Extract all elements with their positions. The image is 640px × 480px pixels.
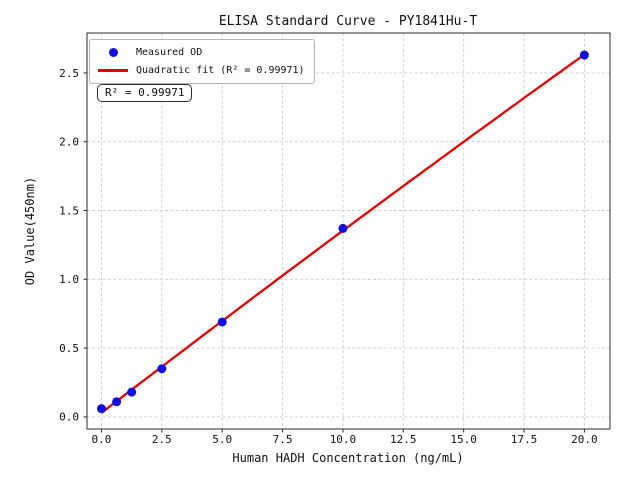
y-tick-label: 0.5 (59, 342, 79, 355)
legend-handle (96, 69, 130, 72)
data-point (338, 223, 348, 233)
y-tick-label: 1.0 (59, 273, 79, 286)
x-tick-label: 20.0 (571, 433, 598, 446)
x-tick-label: 10.0 (330, 433, 357, 446)
y-tick-label: 2.5 (59, 67, 79, 80)
x-tick-label: 17.5 (511, 433, 538, 446)
x-axis-label: Human HADH Concentration (ng/mL) (232, 451, 464, 465)
y-tick-label: 2.0 (59, 136, 79, 149)
x-tick-label: 0.0 (92, 433, 112, 446)
r-squared-annotation: R² = 0.99971 (97, 84, 193, 102)
fit-line-icon (98, 69, 128, 72)
y-tick-label: 1.5 (59, 204, 79, 217)
x-tick-label: 12.5 (390, 433, 417, 446)
chart-title: ELISA Standard Curve - PY1841Hu-T (218, 14, 478, 29)
legend-item-measured-od: Measured OD (96, 45, 305, 60)
scatter-marker-icon (108, 48, 118, 57)
y-tick-label: 0.0 (59, 411, 79, 424)
data-point (127, 387, 137, 397)
data-point (96, 404, 106, 414)
legend-handle (96, 48, 130, 57)
plot-frame (86, 32, 611, 430)
x-tick-label: 7.5 (273, 433, 293, 446)
legend-label: Measured OD (136, 47, 203, 58)
legend: Measured OD Quadratic fit (R² = 0.99971) (89, 39, 315, 84)
y-axis-label: OD Value(450nm) (23, 176, 37, 286)
data-point (217, 317, 227, 327)
data-point (112, 397, 122, 407)
data-point (579, 50, 589, 60)
x-tick-label: 5.0 (212, 433, 232, 446)
x-tick-label: 15.0 (450, 433, 477, 446)
data-point (157, 364, 167, 374)
legend-item-quadratic-fit: Quadratic fit (R² = 0.99971) (96, 63, 305, 78)
legend-label: Quadratic fit (R² = 0.99971) (136, 65, 305, 76)
x-tick-label: 2.5 (152, 433, 172, 446)
